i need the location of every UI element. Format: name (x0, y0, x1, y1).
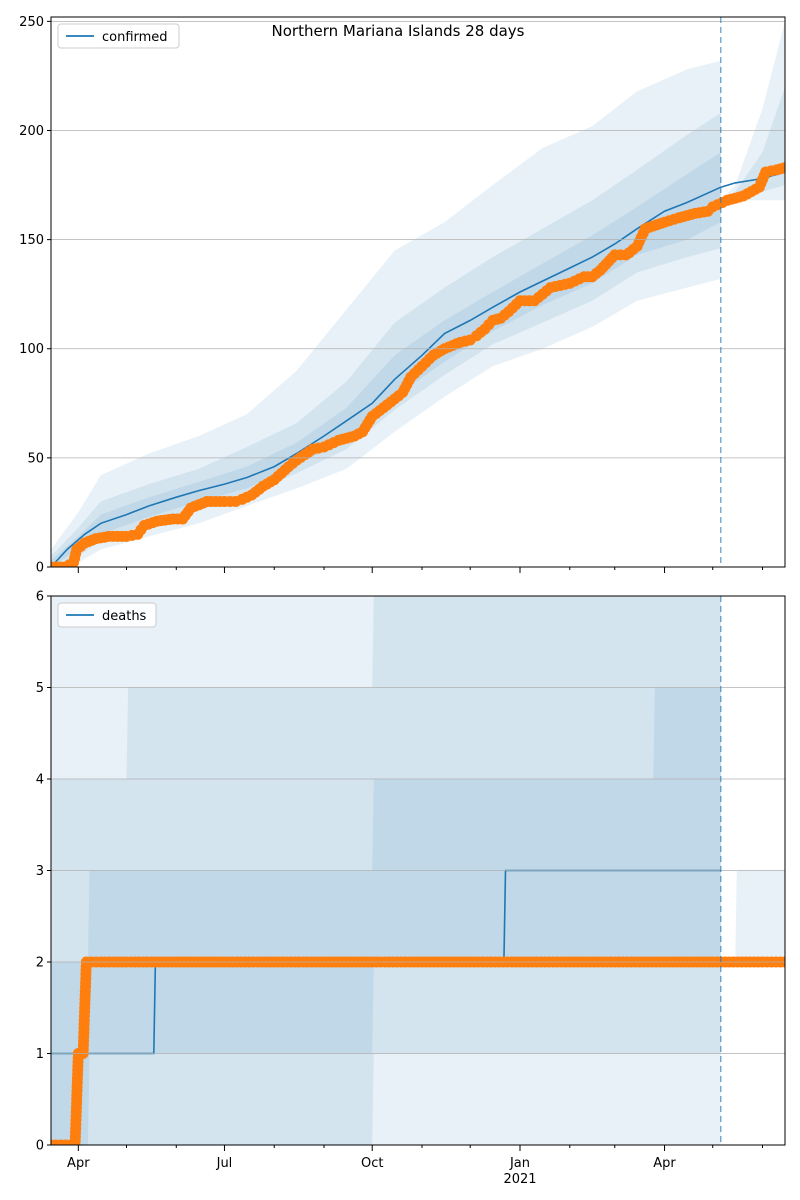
y-tick-label: 2 (36, 956, 44, 971)
band-forecast-outer (720, 870, 785, 962)
y-tick-label: 150 (19, 233, 44, 248)
chart-title: Northern Mariana Islands 28 days (272, 22, 525, 40)
y-tick-label: 3 (36, 864, 44, 879)
y-tick-label: 4 (36, 773, 44, 788)
band-inner (51, 152, 721, 567)
x-tick-label: Apr (653, 1156, 676, 1171)
y-tick-label: 100 (19, 342, 44, 357)
series-line-confirmed (51, 171, 785, 567)
band-middle (51, 113, 721, 567)
legend-box (57, 23, 180, 49)
legend-label: confirmed (102, 30, 168, 45)
plot-area (51, 21, 785, 567)
band-outer (51, 60, 721, 567)
y-tick-label: 250 (19, 15, 44, 30)
y-tick-label: 200 (19, 124, 44, 139)
legend-label: deaths (102, 609, 147, 624)
x-tick-label: Jul (216, 1156, 233, 1171)
confirmed-panel: 0 50 100 150 200 250 confirmed Northern Mariana… (19, 15, 786, 576)
band-forecast-outer (720, 21, 785, 201)
plot-area (51, 596, 785, 1145)
x-tick-label: Oct (361, 1156, 383, 1171)
legend-box (57, 602, 157, 628)
y-tick-label: 0 (36, 1139, 44, 1154)
y-tick-label: 5 (36, 681, 44, 696)
y-tick-label: 0 (36, 561, 44, 576)
x-tick-year-label: 2021 (503, 1172, 536, 1187)
y-tick-label: 1 (36, 1047, 44, 1062)
y-tick-label: 6 (36, 590, 44, 605)
y-tick-label: 50 (27, 451, 44, 466)
x-tick-label: Jan (509, 1156, 530, 1171)
axes-frame (50, 16, 786, 568)
x-tick-label: Apr (67, 1156, 90, 1171)
observed-point (779, 162, 785, 174)
band-inner (51, 687, 721, 1145)
